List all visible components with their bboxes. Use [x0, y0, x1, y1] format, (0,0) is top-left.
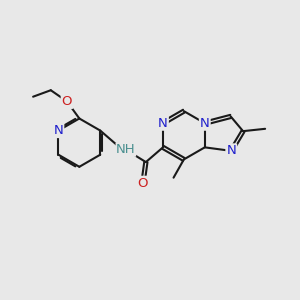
Text: N: N — [226, 144, 236, 158]
Text: O: O — [138, 177, 148, 190]
Text: NH: NH — [116, 143, 136, 156]
Text: N: N — [200, 117, 210, 130]
Text: N: N — [158, 117, 168, 130]
Text: N: N — [53, 124, 63, 137]
Text: O: O — [62, 95, 72, 108]
